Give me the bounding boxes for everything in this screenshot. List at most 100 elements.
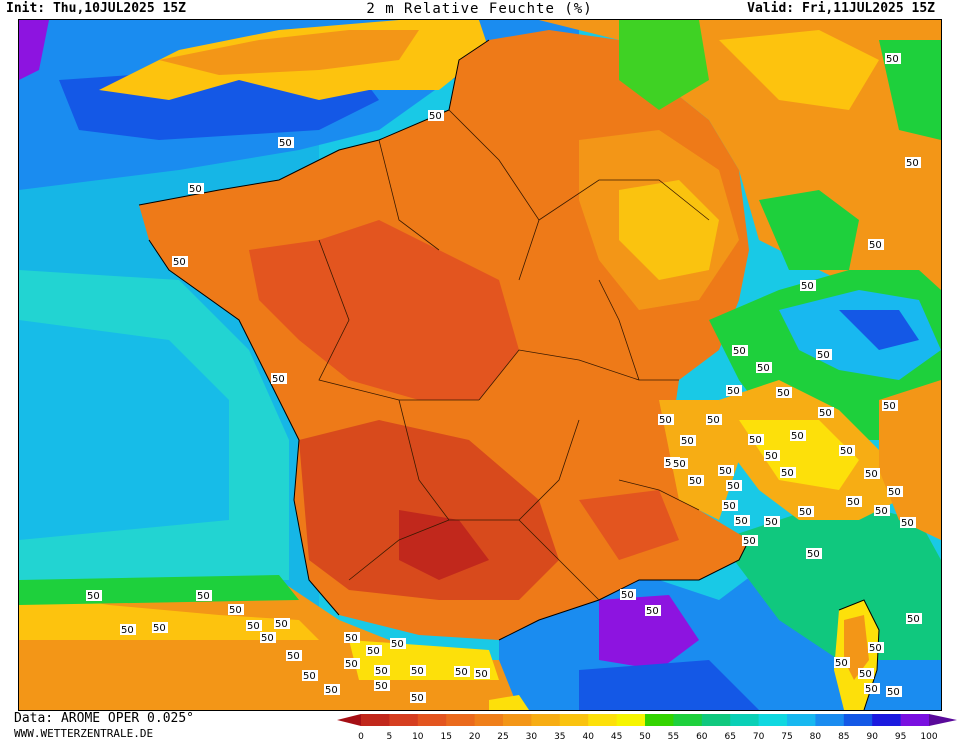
contour-label: 50 — [776, 387, 792, 399]
contour-label: 50 — [718, 465, 734, 477]
contour-label: 50 — [764, 450, 780, 462]
med-coastline — [498, 539, 750, 641]
contour-label-text: 50 — [757, 363, 770, 374]
humidity-map: 50 50 50 50 50 50 50 50 50 50 50 50 50 5… — [18, 19, 942, 711]
legend-swatch — [815, 714, 845, 726]
contour-label-text: 50 — [819, 408, 832, 419]
contour-label: 50 — [324, 684, 340, 696]
contour-label: 50 — [858, 668, 874, 680]
contour-label-text: 50 — [847, 497, 860, 508]
legend-tick-label: 20 — [469, 732, 481, 741]
website-label: WWW.WETTERZENTRALE.DE — [14, 727, 154, 740]
contour-label-text: 50 — [888, 487, 901, 498]
contour-label-text: 50 — [765, 451, 778, 462]
contour-label-text: 50 — [272, 374, 285, 385]
legend-swatch — [588, 714, 618, 726]
contour-label-text: 50 — [865, 469, 878, 480]
balearic — [489, 695, 529, 710]
legend-swatch — [417, 714, 447, 726]
contour-label: 50 — [374, 665, 390, 677]
contour-label-text: 50 — [646, 606, 659, 617]
contour-label: 50 — [658, 414, 674, 426]
legend-tick-label: 45 — [611, 732, 622, 741]
contour-label-text: 50 — [279, 138, 292, 149]
contour-label-text: 50 — [907, 614, 920, 625]
contour-label: 50 — [390, 638, 406, 650]
contour-label-text: 50 — [719, 466, 732, 477]
contour-label: 50 — [120, 624, 136, 636]
legend-tick-label: 65 — [724, 732, 735, 741]
north-coastline — [138, 39, 490, 206]
contour-label: 50 — [274, 618, 290, 630]
contour-label: 50 — [410, 692, 426, 704]
contour-label-text: 50 — [791, 431, 804, 442]
contour-label-text: 50 — [475, 669, 488, 680]
contour-label-text: 50 — [865, 684, 878, 695]
contour-label-text: 50 — [375, 666, 388, 677]
east-green — [879, 40, 941, 140]
contour-label-text: 50 — [869, 643, 882, 654]
contour-label: 50 — [454, 666, 470, 678]
contour-label-text: 50 — [781, 468, 794, 479]
contour-label-text: 50 — [621, 590, 634, 601]
contour-label-text: 50 — [869, 240, 882, 251]
contour-label-text: 50 — [197, 591, 210, 602]
legend-arrow-high — [929, 714, 957, 726]
legend-swatch — [446, 714, 476, 726]
contour-label-text: 50 — [727, 386, 740, 397]
contour-label: 50 — [672, 458, 688, 470]
contour-label-text: 50 — [247, 621, 260, 632]
contour-label: 50 — [887, 486, 903, 498]
contour-label-text: 50 — [835, 658, 848, 669]
legend-swatch — [730, 714, 760, 726]
england-inner — [159, 30, 419, 75]
region-border — [538, 179, 710, 221]
france-east-yellow — [619, 180, 719, 280]
region-border — [378, 139, 440, 251]
contour-label: 50 — [374, 680, 390, 692]
contour-label-text: 50 — [87, 591, 100, 602]
legend-tick-label: 40 — [582, 732, 594, 741]
legend-tick-label: 100 — [920, 732, 937, 741]
contour-label: 50 — [726, 385, 742, 397]
legend-tick-label: 35 — [554, 732, 565, 741]
alps-foothills — [659, 400, 739, 520]
alps-peaks — [839, 310, 919, 350]
contour-label-text: 50 — [391, 639, 404, 650]
contour-label-text: 50 — [743, 536, 756, 547]
contour-label-text: 50 — [875, 506, 888, 517]
contour-label-text: 50 — [429, 111, 442, 122]
contour-label-text: 50 — [375, 681, 388, 692]
med-south-blue — [579, 660, 759, 710]
corner-purple — [19, 20, 49, 80]
region-border — [318, 239, 479, 401]
contour-label: 50 — [764, 516, 780, 528]
legend-swatch — [787, 714, 816, 726]
blackforest-green — [759, 190, 859, 270]
legend-tick-label: 85 — [838, 732, 849, 741]
contour-label: 50 — [620, 589, 636, 601]
contour-label: 50 — [302, 670, 318, 682]
corsica-inner — [844, 615, 869, 680]
map-svg: 50 50 50 50 50 50 50 50 50 50 50 50 50 5… — [19, 20, 941, 710]
contour-label: 50 — [756, 362, 772, 374]
contour-label-text: 50 — [807, 549, 820, 560]
contour-label: 50 — [410, 665, 426, 677]
contour-label-text: 50 — [261, 633, 274, 644]
contour-label: 50 — [818, 407, 834, 419]
atlantic-coastline — [148, 239, 340, 616]
coastlines — [138, 39, 880, 710]
contour-label: 50 — [864, 683, 880, 695]
contour-label-text: 50 — [303, 671, 316, 682]
contour-label-text: 50 — [681, 436, 694, 447]
contour-label-text: 50 — [777, 388, 790, 399]
contour-label: 50 — [188, 183, 204, 195]
legend-swatch — [559, 714, 589, 726]
region-borders — [318, 109, 710, 601]
contour-label-text: 50 — [673, 459, 686, 470]
contour-label-text: 50 — [121, 625, 134, 636]
contour-label: 50 — [864, 468, 880, 480]
contour-label: 50 — [286, 650, 302, 662]
legend-swatch — [872, 714, 902, 726]
contour-label: 50 — [868, 239, 884, 251]
